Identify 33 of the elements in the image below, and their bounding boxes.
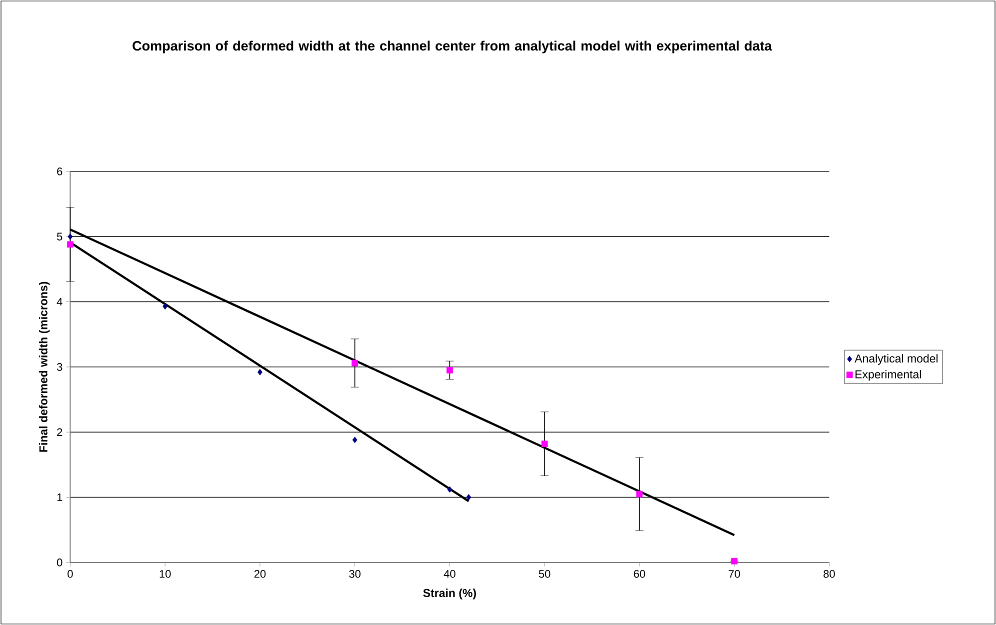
y-tick-label: 0 <box>56 558 62 566</box>
y-tick-label: 5 <box>57 232 62 240</box>
point <box>466 494 472 500</box>
x-tick-label: 50 <box>538 570 550 578</box>
point <box>352 360 358 366</box>
x-tick-label: 10 <box>160 570 171 578</box>
point <box>162 303 168 310</box>
y-tick-label: 6 <box>57 168 62 176</box>
x-tick-label: 0 <box>68 570 73 578</box>
x-tick-label: 30 <box>349 570 361 578</box>
point <box>447 486 452 493</box>
x-tick-label: 20 <box>254 570 266 578</box>
x-tick-label: 60 <box>634 570 646 578</box>
legend-label: Experimental <box>856 370 921 381</box>
y-tick-label: 1 <box>57 494 62 502</box>
y-tick-label: 4 <box>56 298 62 306</box>
chart-title: Comparison of deformed width at the channel center from analytical model with experimental data <box>132 40 772 54</box>
x-axis-title: Strain (%) <box>423 588 476 600</box>
point <box>541 440 548 448</box>
x-tick-label: 40 <box>444 570 456 578</box>
point <box>258 368 262 376</box>
x-tick-label: 70 <box>728 570 740 578</box>
point <box>731 558 738 564</box>
point <box>446 367 453 374</box>
y-axis-title: Final deformed width (microns) <box>38 282 50 452</box>
point <box>352 436 358 444</box>
point <box>68 233 73 240</box>
legend-label: Analytical model <box>854 354 938 365</box>
x-tick-label: 80 <box>824 570 835 578</box>
y-tick-label: 2 <box>57 428 62 436</box>
y-tick-label: 3 <box>56 363 62 371</box>
point <box>67 241 74 248</box>
point <box>636 490 643 498</box>
